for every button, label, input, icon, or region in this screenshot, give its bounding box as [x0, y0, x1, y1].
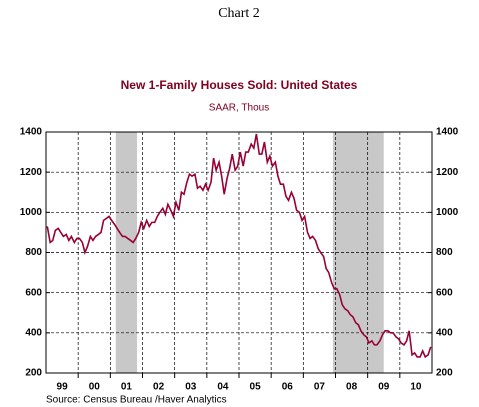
y2-tick-label: 1200: [436, 167, 459, 178]
y2-tick-label: 1000: [436, 207, 459, 218]
chart-subtitle: SAAR, Thous: [209, 103, 269, 114]
x-tick-label: 06: [282, 382, 294, 393]
y-tick-label: 400: [25, 327, 42, 338]
y2-tick-label: 200: [436, 368, 453, 379]
chart-header: Chart 2: [218, 6, 260, 21]
x-tick-label: 04: [217, 382, 229, 393]
x-tick-label: 07: [314, 382, 326, 393]
x-tick-label: 00: [89, 382, 101, 393]
x-tick-label: 08: [346, 382, 358, 393]
y-tick-label: 1200: [20, 167, 43, 178]
x-tick-label: 09: [378, 382, 390, 393]
y-tick-label: 200: [25, 368, 42, 379]
y2-tick-label: 400: [436, 327, 453, 338]
x-tick-label: 05: [250, 382, 262, 393]
chart-title: New 1-Family Houses Sold: United States: [121, 78, 358, 92]
series-line: [46, 133, 432, 359]
x-tick-label: 02: [153, 382, 165, 393]
y-tick-label: 1000: [20, 207, 43, 218]
source: Source: Census Bureau /Haver Analytics: [46, 395, 227, 406]
x-tick-label: 10: [410, 382, 422, 393]
plot-frame: [45, 131, 433, 374]
y-tick-label: 600: [25, 287, 42, 298]
y-tick-label: 800: [25, 247, 42, 258]
y2-tick-label: 800: [436, 247, 453, 258]
y-tick-label: 1400: [20, 127, 43, 138]
y2-tick-label: 600: [436, 287, 453, 298]
x-tick-label: 03: [185, 382, 197, 393]
x-tick-label: 01: [121, 382, 133, 393]
y2-tick-label: 1400: [436, 127, 459, 138]
x-tick-label: 99: [57, 382, 69, 393]
